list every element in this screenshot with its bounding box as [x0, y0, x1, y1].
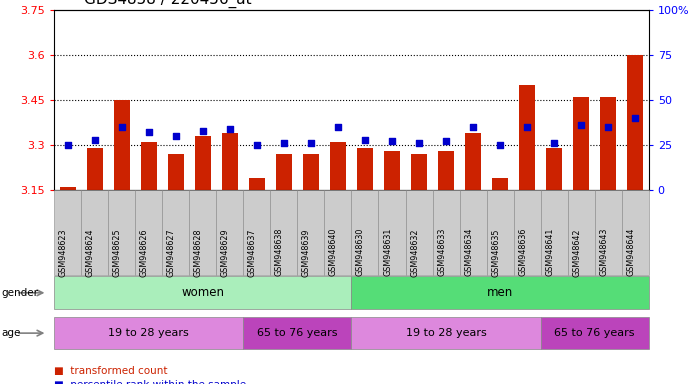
Text: GSM948628: GSM948628 [194, 228, 203, 276]
Text: GSM948637: GSM948637 [248, 228, 257, 276]
Bar [168, 154, 184, 190]
Point [306, 140, 317, 146]
Bar [546, 148, 562, 190]
Text: GSM948632: GSM948632 [410, 228, 419, 276]
Text: GSM948623: GSM948623 [58, 228, 68, 276]
Text: GSM948635: GSM948635 [491, 228, 500, 276]
Text: 65 to 76 years: 65 to 76 years [555, 328, 635, 338]
Text: ■  transformed count: ■ transformed count [54, 366, 168, 376]
Text: GSM948626: GSM948626 [140, 228, 149, 276]
Point [171, 133, 182, 139]
Bar [276, 154, 292, 190]
Bar [60, 187, 76, 190]
Point [116, 124, 127, 130]
Bar [492, 178, 508, 190]
Bar [87, 148, 103, 190]
Point [630, 115, 641, 121]
Text: 19 to 28 years: 19 to 28 years [406, 328, 487, 338]
Text: 19 to 28 years: 19 to 28 years [109, 328, 189, 338]
Bar [195, 136, 211, 190]
Text: 65 to 76 years: 65 to 76 years [258, 328, 338, 338]
Text: GSM948633: GSM948633 [437, 228, 446, 276]
Bar [465, 133, 481, 190]
Text: GSM948631: GSM948631 [383, 228, 392, 276]
Text: age: age [1, 328, 21, 338]
Point [197, 127, 208, 134]
Bar [519, 85, 535, 190]
Text: GDS4858 / 220456_at: GDS4858 / 220456_at [84, 0, 252, 8]
Point [521, 124, 532, 130]
Bar [357, 148, 373, 190]
Text: GSM948639: GSM948639 [302, 228, 311, 276]
Text: men: men [487, 286, 513, 299]
Text: women: women [182, 286, 224, 299]
Bar [573, 97, 590, 190]
Text: GSM948624: GSM948624 [86, 228, 95, 276]
Bar [113, 100, 130, 190]
Point [224, 126, 235, 132]
Point [468, 124, 479, 130]
Bar [141, 142, 157, 190]
Text: GSM948636: GSM948636 [518, 228, 527, 276]
Bar [384, 151, 400, 190]
Text: GSM948625: GSM948625 [113, 228, 122, 277]
Text: GSM948630: GSM948630 [356, 228, 365, 276]
Bar [222, 133, 238, 190]
Point [413, 140, 425, 146]
Point [62, 142, 73, 148]
Point [548, 140, 560, 146]
Point [576, 122, 587, 128]
Point [441, 138, 452, 144]
Text: GSM948638: GSM948638 [275, 228, 284, 276]
Bar [627, 55, 643, 190]
Point [603, 124, 614, 130]
Text: GSM948640: GSM948640 [329, 228, 338, 276]
Text: GSM948627: GSM948627 [167, 228, 176, 277]
Text: GSM948642: GSM948642 [572, 228, 581, 276]
Point [143, 129, 155, 136]
Point [89, 136, 100, 142]
Bar [411, 154, 427, 190]
Point [494, 142, 505, 148]
Bar [600, 97, 616, 190]
Point [333, 124, 344, 130]
Text: GSM948641: GSM948641 [545, 228, 554, 276]
Text: GSM948629: GSM948629 [221, 228, 230, 277]
Point [386, 138, 397, 144]
Bar [330, 142, 346, 190]
Text: ■  percentile rank within the sample: ■ percentile rank within the sample [54, 380, 246, 384]
Bar [303, 154, 319, 190]
Text: GSM948634: GSM948634 [464, 228, 473, 276]
Bar [438, 151, 454, 190]
Point [359, 136, 370, 142]
Bar [248, 178, 265, 190]
Text: GSM948644: GSM948644 [626, 228, 635, 276]
Text: gender: gender [1, 288, 38, 298]
Point [278, 140, 290, 146]
Point [251, 142, 262, 148]
Text: GSM948643: GSM948643 [599, 228, 608, 276]
